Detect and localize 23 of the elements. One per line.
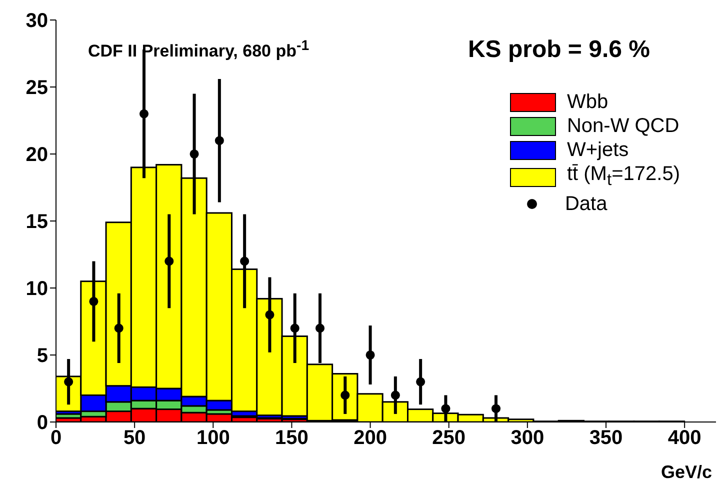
x-tick-label: 100 xyxy=(196,427,230,450)
y-tick-label: 0 xyxy=(36,412,48,434)
y-tick-label: 5 xyxy=(36,345,48,368)
x-axis-title: GeV/c xyxy=(660,462,712,482)
x-tick-label: 50 xyxy=(123,427,146,450)
legend-label: Non-W QCD xyxy=(566,114,680,138)
y-tick-label: 10 xyxy=(26,278,48,300)
legend-label: tt̄ (M$_{t}$=172.5) xyxy=(566,162,680,191)
annotation: KS prob = 9.6 % xyxy=(468,36,650,64)
legend-label: Data xyxy=(564,192,608,216)
x-tick-label: 200 xyxy=(354,427,387,450)
y-tick-label: 25 xyxy=(26,77,48,100)
x-tick-label: 250 xyxy=(432,427,466,450)
x-tick-label: 300 xyxy=(510,427,544,450)
x-tick-label: 350 xyxy=(589,427,623,450)
y-tick-label: 20 xyxy=(26,144,48,166)
x-tick-label: 400 xyxy=(668,427,702,450)
annotation: CDF II Preliminary, 680 pb$^{-1}$ xyxy=(88,38,310,62)
y-tick-label: 15 xyxy=(26,211,48,234)
legend-label: W+jets xyxy=(566,138,629,162)
y-tick-label: 30 xyxy=(26,10,48,32)
legend-label: Wbb xyxy=(566,90,608,114)
x-tick-label: 150 xyxy=(275,427,308,450)
